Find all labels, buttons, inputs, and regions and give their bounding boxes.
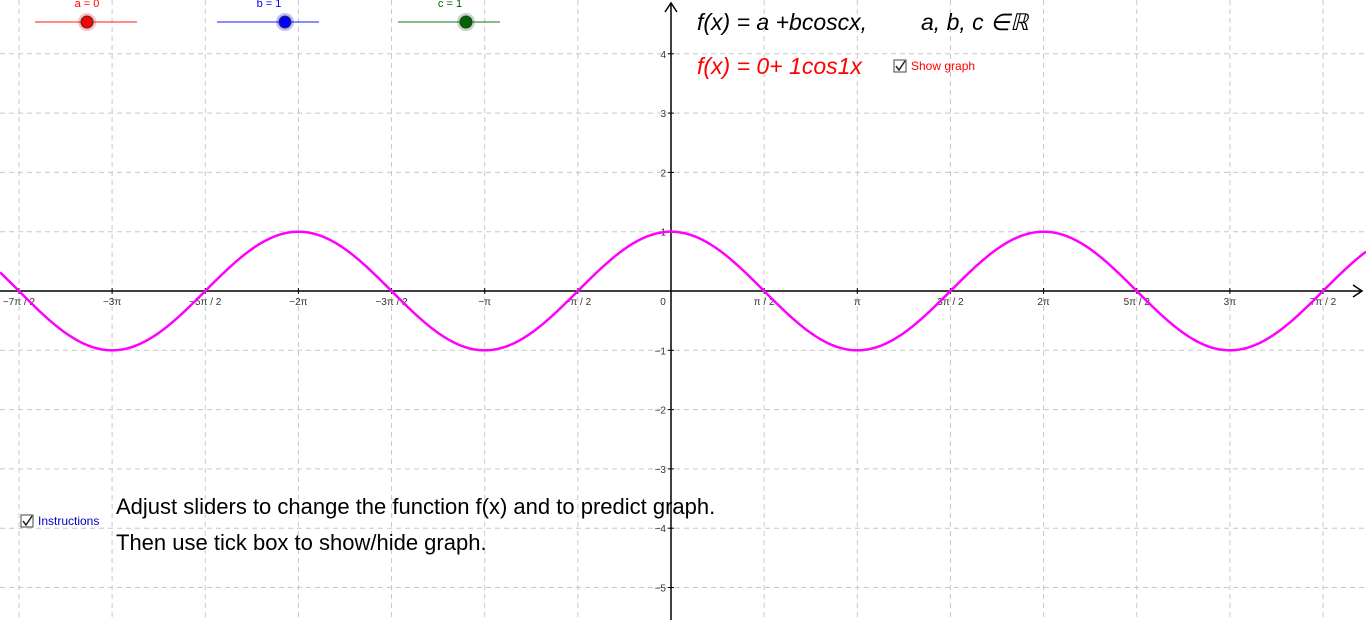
slider-label: b = 1 xyxy=(257,0,282,10)
slider-label: c = 1 xyxy=(438,0,462,10)
x-tick-label: −π / 2 xyxy=(565,297,592,308)
y-axis-arrow xyxy=(664,1,678,13)
y-tick-label: −2 xyxy=(655,406,667,417)
instruction-line: Then use tick box to show/hide graph. xyxy=(116,530,487,555)
domain-text: a, b, c ∈ℝ xyxy=(921,9,1030,35)
x-tick-label: 3π xyxy=(1224,297,1237,308)
y-tick-label: −4 xyxy=(655,524,667,535)
x-tick-label: −π xyxy=(478,297,491,308)
x-tick-label: 5π / 2 xyxy=(1124,297,1151,308)
x-tick-label: 0 xyxy=(660,297,666,308)
y-tick-label: 3 xyxy=(660,109,666,120)
curve-layer xyxy=(0,230,1366,352)
x-tick-label: π / 2 xyxy=(754,297,775,308)
x-tick-label: −3π xyxy=(103,297,121,308)
x-tick-label: 2π xyxy=(1037,297,1050,308)
y-tick-label: 2 xyxy=(660,168,666,179)
y-tick-label: −5 xyxy=(655,584,667,595)
x-tick-label: −3π / 2 xyxy=(375,297,408,308)
x-tick-label: −7π / 2 xyxy=(3,297,36,308)
x-tick-label: −2π xyxy=(289,297,307,308)
x-tick-label: π xyxy=(854,297,861,308)
show-graph-checkbox[interactable]: Show graph xyxy=(893,59,975,73)
y-tick-label: 4 xyxy=(660,50,666,61)
function-curve xyxy=(0,230,1366,352)
x-axis-arrow xyxy=(1352,284,1364,298)
slider-knob[interactable] xyxy=(459,15,473,29)
x-tick-label: −5π / 2 xyxy=(189,297,222,308)
checkbox-label[interactable]: Show graph xyxy=(911,59,975,73)
formula: f(x) = a +bcoscx, xyxy=(697,9,867,35)
slider-label: a = 0 xyxy=(75,0,100,10)
check-mark xyxy=(22,515,33,527)
checkbox-label[interactable]: Instructions xyxy=(38,514,99,528)
check-mark xyxy=(895,60,906,72)
x-tick-label: 3π / 2 xyxy=(937,297,964,308)
slider-knob[interactable] xyxy=(278,15,292,29)
current-formula: f(x) = 0+ 1cos1x xyxy=(697,53,863,79)
y-tick-label: −3 xyxy=(655,465,667,476)
sliders: a = 0 b = 1 c = 1 xyxy=(35,0,500,31)
instructions-checkbox[interactable]: Instructions xyxy=(20,514,99,528)
slider-knob[interactable] xyxy=(80,15,94,29)
x-tick-label: 7π / 2 xyxy=(1310,297,1337,308)
instruction-line: Adjust sliders to change the function f(… xyxy=(116,494,715,519)
y-tick-label: −1 xyxy=(655,346,667,357)
